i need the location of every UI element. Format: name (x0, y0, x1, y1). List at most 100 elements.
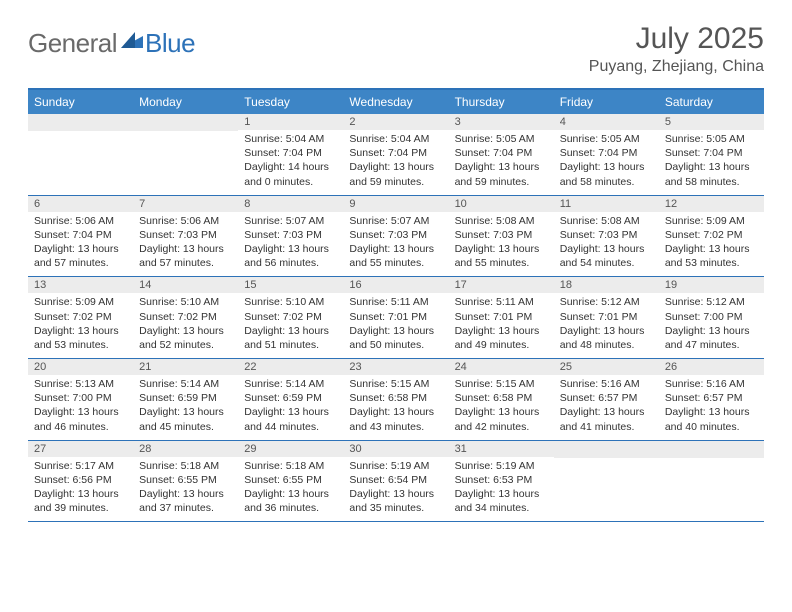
sunrise-line: Sunrise: 5:09 AM (34, 295, 127, 309)
day-details: Sunrise: 5:07 AMSunset: 7:03 PMDaylight:… (343, 212, 448, 271)
logo: General Blue (28, 28, 195, 59)
day-number: 14 (133, 277, 238, 293)
day-details: Sunrise: 5:12 AMSunset: 7:01 PMDaylight:… (554, 293, 659, 352)
sunrise-line: Sunrise: 5:05 AM (455, 132, 548, 146)
daylight-line: Daylight: 13 hours (455, 160, 548, 174)
day-cell: 22Sunrise: 5:14 AMSunset: 6:59 PMDayligh… (238, 359, 343, 440)
daylight-line: Daylight: 13 hours (244, 324, 337, 338)
sunset-line: Sunset: 7:03 PM (349, 228, 442, 242)
day-number: 20 (28, 359, 133, 375)
daylight-line2: and 35 minutes. (349, 501, 442, 515)
daylight-line: Daylight: 13 hours (455, 324, 548, 338)
day-cell: 23Sunrise: 5:15 AMSunset: 6:58 PMDayligh… (343, 359, 448, 440)
day-details: Sunrise: 5:13 AMSunset: 7:00 PMDaylight:… (28, 375, 133, 434)
sunrise-line: Sunrise: 5:11 AM (349, 295, 442, 309)
day-number: 21 (133, 359, 238, 375)
weekday-header: Saturday (659, 90, 764, 114)
day-number: 31 (449, 441, 554, 457)
daylight-line2: and 58 minutes. (665, 175, 758, 189)
day-cell: 9Sunrise: 5:07 AMSunset: 7:03 PMDaylight… (343, 196, 448, 277)
day-number (659, 441, 764, 458)
daylight-line: Daylight: 13 hours (560, 405, 653, 419)
sunset-line: Sunset: 7:02 PM (34, 310, 127, 324)
day-details: Sunrise: 5:18 AMSunset: 6:55 PMDaylight:… (238, 457, 343, 516)
day-cell: 17Sunrise: 5:11 AMSunset: 7:01 PMDayligh… (449, 277, 554, 358)
sunset-line: Sunset: 6:57 PM (665, 391, 758, 405)
day-cell-empty (659, 441, 764, 522)
daylight-line2: and 51 minutes. (244, 338, 337, 352)
sunset-line: Sunset: 6:55 PM (244, 473, 337, 487)
sunset-line: Sunset: 7:02 PM (244, 310, 337, 324)
weekday-header: Sunday (28, 90, 133, 114)
daylight-line2: and 47 minutes. (665, 338, 758, 352)
day-details: Sunrise: 5:16 AMSunset: 6:57 PMDaylight:… (659, 375, 764, 434)
day-cell: 15Sunrise: 5:10 AMSunset: 7:02 PMDayligh… (238, 277, 343, 358)
week-row: 20Sunrise: 5:13 AMSunset: 7:00 PMDayligh… (28, 359, 764, 441)
daylight-line2: and 52 minutes. (139, 338, 232, 352)
day-details: Sunrise: 5:05 AMSunset: 7:04 PMDaylight:… (659, 130, 764, 189)
day-number: 24 (449, 359, 554, 375)
weekday-header-row: SundayMondayTuesdayWednesdayThursdayFrid… (28, 90, 764, 114)
daylight-line2: and 56 minutes. (244, 256, 337, 270)
sunrise-line: Sunrise: 5:12 AM (560, 295, 653, 309)
day-details: Sunrise: 5:16 AMSunset: 6:57 PMDaylight:… (554, 375, 659, 434)
day-number: 27 (28, 441, 133, 457)
sunrise-line: Sunrise: 5:18 AM (139, 459, 232, 473)
day-cell: 2Sunrise: 5:04 AMSunset: 7:04 PMDaylight… (343, 114, 448, 195)
daylight-line: Daylight: 13 hours (665, 160, 758, 174)
sunrise-line: Sunrise: 5:11 AM (455, 295, 548, 309)
sunset-line: Sunset: 7:00 PM (665, 310, 758, 324)
daylight-line: Daylight: 13 hours (244, 405, 337, 419)
sunrise-line: Sunrise: 5:05 AM (665, 132, 758, 146)
daylight-line2: and 57 minutes. (34, 256, 127, 270)
sunset-line: Sunset: 6:53 PM (455, 473, 548, 487)
day-details: Sunrise: 5:15 AMSunset: 6:58 PMDaylight:… (449, 375, 554, 434)
day-number: 9 (343, 196, 448, 212)
sunrise-line: Sunrise: 5:10 AM (244, 295, 337, 309)
daylight-line2: and 48 minutes. (560, 338, 653, 352)
sunset-line: Sunset: 6:59 PM (244, 391, 337, 405)
daylight-line: Daylight: 13 hours (349, 405, 442, 419)
day-cell: 14Sunrise: 5:10 AMSunset: 7:02 PMDayligh… (133, 277, 238, 358)
sunset-line: Sunset: 7:03 PM (244, 228, 337, 242)
calendar-page: General Blue July 2025 Puyang, Zhejiang,… (0, 0, 792, 544)
day-cell: 27Sunrise: 5:17 AMSunset: 6:56 PMDayligh… (28, 441, 133, 522)
day-cell: 30Sunrise: 5:19 AMSunset: 6:54 PMDayligh… (343, 441, 448, 522)
day-cell: 21Sunrise: 5:14 AMSunset: 6:59 PMDayligh… (133, 359, 238, 440)
sunrise-line: Sunrise: 5:04 AM (349, 132, 442, 146)
day-details: Sunrise: 5:19 AMSunset: 6:53 PMDaylight:… (449, 457, 554, 516)
sunset-line: Sunset: 7:04 PM (244, 146, 337, 160)
sunrise-line: Sunrise: 5:18 AM (244, 459, 337, 473)
daylight-line: Daylight: 13 hours (560, 160, 653, 174)
daylight-line: Daylight: 14 hours (244, 160, 337, 174)
daylight-line2: and 49 minutes. (455, 338, 548, 352)
daylight-line2: and 53 minutes. (34, 338, 127, 352)
day-cell-empty (28, 114, 133, 195)
sunset-line: Sunset: 7:03 PM (455, 228, 548, 242)
daylight-line2: and 34 minutes. (455, 501, 548, 515)
day-details: Sunrise: 5:12 AMSunset: 7:00 PMDaylight:… (659, 293, 764, 352)
day-cell: 29Sunrise: 5:18 AMSunset: 6:55 PMDayligh… (238, 441, 343, 522)
daylight-line: Daylight: 13 hours (349, 242, 442, 256)
sunrise-line: Sunrise: 5:19 AM (349, 459, 442, 473)
day-details: Sunrise: 5:04 AMSunset: 7:04 PMDaylight:… (343, 130, 448, 189)
sunset-line: Sunset: 7:01 PM (560, 310, 653, 324)
daylight-line2: and 55 minutes. (349, 256, 442, 270)
day-details: Sunrise: 5:06 AMSunset: 7:04 PMDaylight:… (28, 212, 133, 271)
weekday-header: Tuesday (238, 90, 343, 114)
daylight-line: Daylight: 13 hours (34, 242, 127, 256)
sunset-line: Sunset: 7:04 PM (560, 146, 653, 160)
header: General Blue July 2025 Puyang, Zhejiang,… (28, 22, 764, 76)
daylight-line: Daylight: 13 hours (349, 324, 442, 338)
sunset-line: Sunset: 6:58 PM (455, 391, 548, 405)
daylight-line: Daylight: 13 hours (34, 324, 127, 338)
daylight-line: Daylight: 13 hours (665, 405, 758, 419)
daylight-line2: and 53 minutes. (665, 256, 758, 270)
weekday-header: Wednesday (343, 90, 448, 114)
sunrise-line: Sunrise: 5:04 AM (244, 132, 337, 146)
week-row: 13Sunrise: 5:09 AMSunset: 7:02 PMDayligh… (28, 277, 764, 359)
sunrise-line: Sunrise: 5:13 AM (34, 377, 127, 391)
day-cell: 18Sunrise: 5:12 AMSunset: 7:01 PMDayligh… (554, 277, 659, 358)
sunset-line: Sunset: 6:55 PM (139, 473, 232, 487)
daylight-line: Daylight: 13 hours (455, 242, 548, 256)
